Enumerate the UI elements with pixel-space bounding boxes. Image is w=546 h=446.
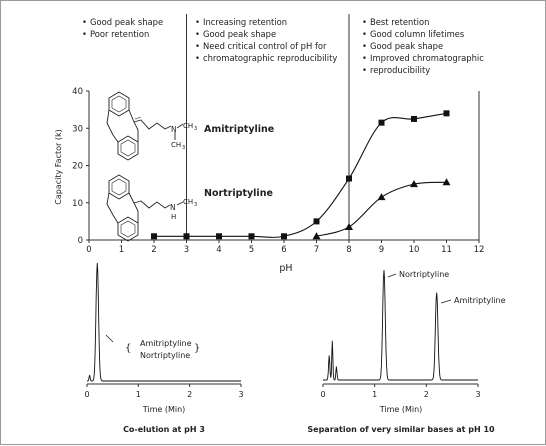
x-tick-label: 8	[346, 245, 351, 255]
chrom2-x-label: Time (Min)	[379, 405, 423, 414]
y-tick-label: 40	[72, 87, 83, 97]
chrom-tick-label: 3	[238, 390, 243, 399]
nortriptyline-point	[345, 222, 353, 230]
nortriptyline-point	[442, 178, 451, 186]
svg-text:3: 3	[182, 145, 185, 151]
chrom-tick-label: 0	[320, 390, 325, 399]
x-tick-label: 12	[474, 245, 485, 255]
chrom-tick-label: 1	[136, 390, 141, 399]
region-note: Good column lifetimes	[362, 28, 484, 40]
chrom2-leader-nortriptyline	[387, 273, 397, 278]
y-axis-label: Capacity Factor (k)	[54, 129, 63, 204]
chrom2-leader-amitriptyline	[440, 299, 452, 304]
region-note: Increasing retention	[195, 16, 337, 28]
y-tick-label: 30	[72, 124, 83, 134]
chrom1-ticks: 0 1 2 3	[84, 384, 244, 399]
chrom2-ticks: 0 1 2 3	[320, 384, 481, 399]
amitriptyline-point	[281, 233, 287, 240]
chrom1-leader	[105, 334, 114, 343]
nortriptyline-structure: N H CH 3	[106, 174, 197, 242]
svg-text:H: H	[171, 213, 176, 221]
ph-region-low: Good peak shapePoor retention	[82, 16, 163, 40]
region-note: Best retention	[362, 16, 484, 28]
chrom-tick-label: 1	[372, 390, 377, 399]
amitriptyline-curve	[154, 112, 447, 238]
x-tick-label: 6	[281, 245, 286, 255]
x-tick-label: 2	[151, 245, 156, 255]
region-note: Poor retention	[82, 28, 163, 40]
amitriptyline-structure: N CH 3 CH 3	[106, 91, 197, 161]
nortriptyline-point	[377, 193, 386, 201]
chrom2-label-amitriptyline: Amitriptyline	[454, 296, 506, 305]
region-note: Good peak shape	[82, 16, 163, 28]
svg-text:3: 3	[194, 202, 197, 208]
x-tick-label: 11	[441, 245, 452, 255]
region-note: Good peak shape	[362, 40, 484, 52]
amitriptyline-point	[378, 119, 385, 126]
x-tick-label: 5	[249, 245, 254, 255]
chrom2-caption: Separation of very similar bases at pH 1…	[307, 425, 495, 434]
x-tick-label: 9	[379, 245, 384, 255]
amitriptyline-point	[248, 233, 255, 240]
region-note: reproducibility	[362, 64, 484, 76]
region-note: Need critical control of pH for	[195, 40, 337, 52]
chromatogram-ph10: 0 1 2 3 Nortriptyline Amitriptyline Time (M…	[307, 270, 505, 434]
x-tick-label: 7	[314, 245, 319, 255]
svg-text:CH: CH	[183, 198, 193, 206]
x-tick-label: 0	[86, 245, 91, 255]
chrom1-label-amitriptyline: Amitriptyline	[140, 339, 192, 348]
amitriptyline-point	[183, 233, 190, 240]
chrom2-label-nortriptyline: Nortriptyline	[399, 270, 449, 279]
chrom1-label-nortriptyline: Nortriptyline	[140, 351, 190, 360]
amitriptyline-point	[443, 110, 450, 117]
chrom-tick-label: 2	[187, 390, 192, 399]
amitriptyline-label: Amitriptyline	[204, 124, 274, 135]
amitriptyline-point	[313, 218, 320, 225]
svg-text:3: 3	[194, 126, 197, 132]
svg-text:N: N	[170, 203, 176, 212]
nortriptyline-point	[312, 232, 321, 240]
amitriptyline-point	[151, 233, 157, 240]
x-axis-label: pH	[279, 263, 292, 274]
brace-close: }	[194, 343, 200, 354]
nortriptyline-label: Nortriptyline	[204, 188, 273, 199]
chrom-tick-label: 2	[424, 390, 429, 399]
x-tick-label: 3	[184, 245, 189, 255]
ph-region-mid: Increasing retentionGood peak shapeNeed …	[195, 16, 337, 64]
x-tick-label: 4	[216, 245, 221, 255]
svg-text:N: N	[171, 125, 177, 134]
chrom-tick-label: 3	[475, 390, 480, 399]
chrom-tick-label: 0	[84, 390, 89, 399]
x-tick-label: 1	[119, 245, 124, 255]
brace-open: {	[125, 343, 131, 354]
y-tick-label: 10	[72, 199, 83, 209]
region-note: chromatographic reproducibility	[195, 52, 337, 64]
y-tick-label: 20	[72, 162, 83, 172]
chrom1-caption: Co-elution at pH 3	[123, 425, 205, 434]
ph-region-high: Best retentionGood column lifetimesGood …	[362, 16, 484, 76]
amitriptyline-point	[346, 175, 352, 182]
chrom1-x-label: Time (Min)	[142, 405, 186, 414]
chrom1-trace	[87, 262, 241, 382]
svg-text:CH: CH	[183, 122, 193, 130]
region-note: Improved chromatographic	[362, 52, 484, 64]
amitriptyline-point	[216, 233, 222, 240]
svg-text:CH: CH	[171, 141, 181, 149]
x-tick-label: 10	[409, 245, 420, 255]
nortriptyline-curve	[316, 181, 447, 237]
chrom2-trace	[323, 270, 478, 381]
chromatogram-ph3: 0 1 2 3 { Amitriptyline Nortriptyline } Tim…	[84, 262, 244, 434]
amitriptyline-point	[411, 115, 417, 122]
nortriptyline-point	[410, 180, 418, 188]
y-tick-label: 0	[78, 236, 83, 246]
region-note: Good peak shape	[195, 28, 337, 40]
main-marks	[151, 110, 451, 240]
